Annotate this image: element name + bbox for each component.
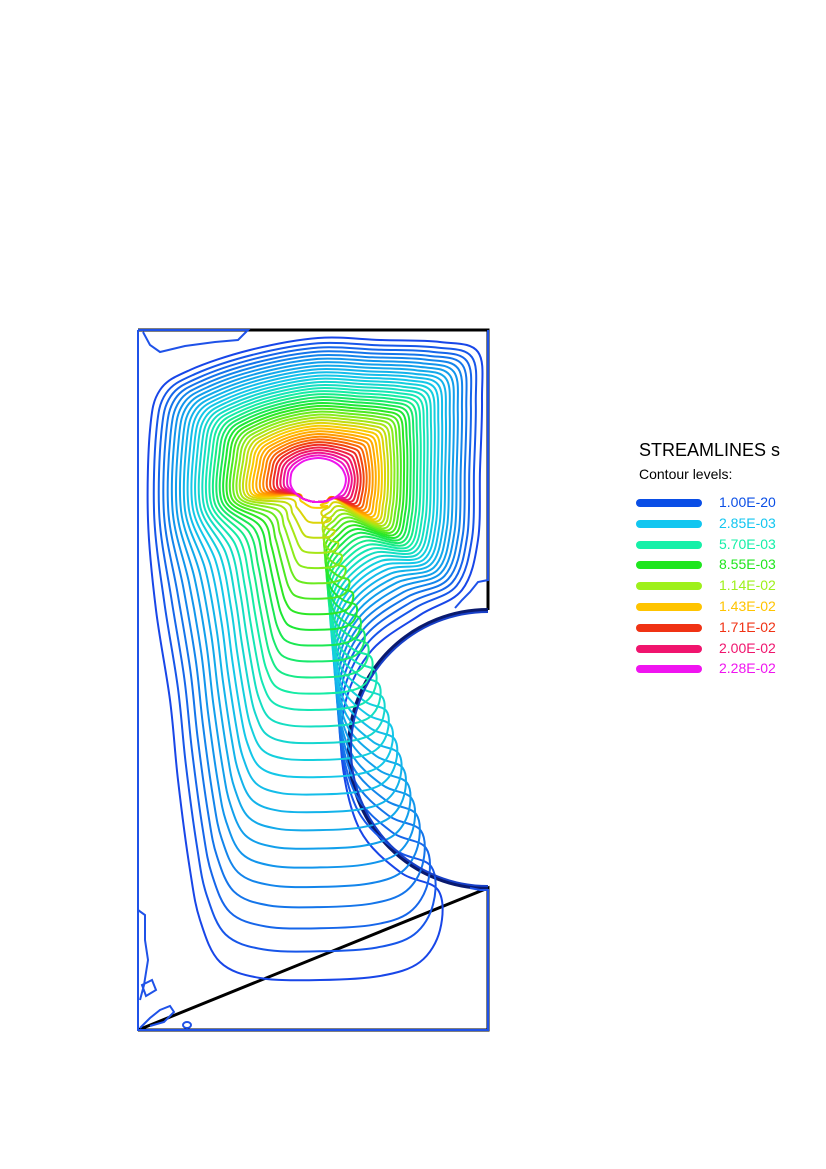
streamline-contour [190,374,440,779]
legend-item: 1.71E-02 [636,618,826,638]
streamline-contour [170,357,459,869]
streamline-contour [146,336,484,982]
streamline-contour [162,350,468,909]
streamline-contour [225,404,406,616]
streamline-contour [178,364,451,832]
streamline-contour [208,390,422,695]
legend-label: 2.28E-02 [719,660,776,677]
legend-label: 8.55E-03 [719,556,776,573]
legend-swatch [636,603,702,611]
legend-swatch [636,561,702,570]
legend-item: 1.43E-02 [636,597,826,617]
streamline-contour [182,367,448,814]
streamline-contour [241,419,390,539]
legend-item: 2.00E-02 [636,639,826,659]
streamline-outer [137,329,489,1031]
legend-item: 8.55E-03 [636,555,826,575]
streamline-contour [204,386,426,711]
legend-swatch [636,540,702,549]
legend-item: 1.14E-02 [636,576,826,596]
streamline-contour [197,380,433,745]
streamline-contour [194,377,436,762]
streamline-contour [228,407,402,600]
streamline-contour [235,413,396,570]
legend-label: 1.14E-02 [719,577,776,594]
streamline-contour [245,421,387,524]
legend-item: 5.70E-03 [636,535,826,555]
legend-label: 1.00E-20 [719,494,776,510]
legend-swatch [636,623,702,632]
legend-swatch [636,499,702,507]
legend-label: 1.71E-02 [719,618,776,635]
streamline-contour [166,353,464,889]
streamline-contour [289,456,347,504]
streamline-contour [238,416,393,554]
legend-item: 2.85E-03 [636,514,826,534]
legend-subtitle: Contour levels: [639,466,733,482]
streamline-contour [186,371,444,796]
legend-label: 5.70E-03 [719,535,776,552]
legend-swatch [636,644,702,653]
legend-label: 2.85E-03 [719,514,776,531]
legend-swatch [636,665,702,674]
legend-item: 2.28E-02 [636,659,826,679]
streamline-contour [174,361,455,850]
legend-swatch [636,519,702,528]
streamline-contour [222,401,409,631]
streamline-contour [248,424,383,521]
streamline-contour [201,383,429,728]
streamline-contours [146,336,484,982]
legend-swatch [636,582,702,591]
streamline-contour [157,346,473,930]
streamline-contour [232,410,399,585]
streamline-contour [215,396,415,663]
cylinder-surface [350,611,489,887]
legend-label: 2.00E-02 [719,639,776,656]
legend-title: STREAMLINES s [639,440,781,460]
streamline-contour [211,393,419,679]
legend-label: 1.43E-02 [719,598,776,614]
streamline-contour [152,341,478,953]
streamline-contour [218,398,412,647]
legend-item: 1.00E-20 [636,493,826,513]
